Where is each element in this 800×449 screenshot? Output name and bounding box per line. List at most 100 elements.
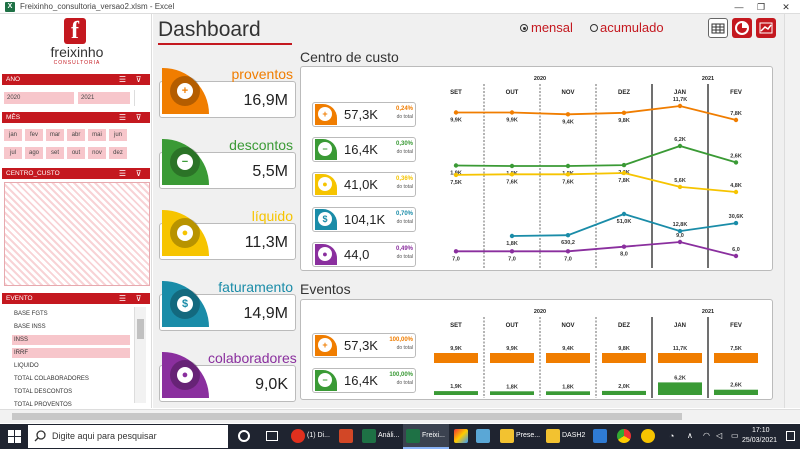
excel-icon[interactable] <box>406 429 420 443</box>
centro-custo-slicer-empty[interactable] <box>4 182 150 286</box>
slicer-item-evento[interactable]: LIQUIDO <box>14 363 39 369</box>
slicer-item-month[interactable]: dez <box>109 147 127 159</box>
multi-select-icon[interactable]: ☰ <box>118 294 127 303</box>
taskbar-app-label[interactable]: Freixi... <box>422 432 445 439</box>
slicer-item-month[interactable]: nov <box>88 147 106 159</box>
slicer-item-month[interactable]: ago <box>25 147 43 159</box>
paint-icon[interactable] <box>454 429 468 443</box>
data-label: 630,2 <box>561 240 575 246</box>
windows-start-icon[interactable] <box>8 430 21 443</box>
table-view-button[interactable] <box>708 18 728 38</box>
slicer-item-month[interactable]: abr <box>67 129 85 141</box>
data-label: 9,0 <box>676 233 684 239</box>
pie-view-button[interactable] <box>732 18 752 38</box>
app-icon[interactable] <box>593 429 607 443</box>
excel-icon[interactable] <box>362 429 376 443</box>
taskbar-app-label[interactable]: Prese... <box>516 432 541 439</box>
data-label: 6,2K <box>674 375 686 381</box>
summary-percent: 0,70% <box>395 211 413 217</box>
radio-mensal[interactable] <box>520 24 528 32</box>
volume-icon[interactable]: ◁ <box>716 431 723 440</box>
slicer-item-evento[interactable]: INSS <box>12 335 130 345</box>
minimize-button[interactable]: — <box>734 2 744 12</box>
radio-mensal-label[interactable]: mensal <box>531 20 573 35</box>
slicer-item-evento[interactable]: TOTAL COLABORADORES <box>14 376 89 382</box>
kpi-value: 14,9M <box>243 305 288 322</box>
clear-filter-icon[interactable]: ⊽ <box>135 294 142 303</box>
multi-select-icon[interactable]: ☰ <box>118 75 127 84</box>
restore-button[interactable]: ❐ <box>756 2 766 12</box>
notifications-icon[interactable] <box>786 431 795 441</box>
data-label: 51,0K <box>617 219 632 225</box>
scroll-thumb[interactable] <box>12 413 682 420</box>
clear-filter-icon[interactable]: ⊽ <box>135 75 142 84</box>
slicer-item-evento[interactable]: BASE FGTS <box>14 311 48 317</box>
slicer-item-evento[interactable]: TOTAL DESCONTOS <box>14 389 73 395</box>
data-label: 7,0 <box>564 256 572 262</box>
slicer-item-2021[interactable]: 2021 <box>78 92 130 104</box>
bar <box>490 391 534 395</box>
line-view-button[interactable] <box>756 18 776 38</box>
clear-filter-icon[interactable]: ⊽ <box>135 169 142 178</box>
slicer-item-month[interactable]: jul <box>4 147 22 159</box>
slicer-item-month[interactable]: mar <box>46 129 64 141</box>
slicer-item-month[interactable]: mai <box>88 129 106 141</box>
bar <box>490 353 534 363</box>
tray-chevron-icon[interactable]: ∧ <box>687 431 693 440</box>
powerpoint-icon[interactable] <box>339 429 353 443</box>
data-label: 9,4K <box>562 346 574 352</box>
slicer-item-month[interactable]: fev <box>25 129 43 141</box>
network-icon[interactable]: ◔ <box>669 431 675 441</box>
month-label: FEV <box>730 90 742 96</box>
taskbar: Digite aqui para pesquisar (1) Di... Aná… <box>0 424 800 449</box>
bar <box>602 353 646 363</box>
clear-filter-icon[interactable]: ⊽ <box>135 113 142 122</box>
title-bar: X Freixinho_consultoria_versao2.xlsm - E… <box>0 0 800 14</box>
close-button[interactable]: ✕ <box>782 2 790 12</box>
slicer-item-evento[interactable]: IRRF <box>12 348 130 358</box>
radio-acumulado-label[interactable]: acumulado <box>600 20 664 35</box>
horizontal-scrollbar[interactable] <box>0 409 800 423</box>
chrome-icon[interactable] <box>617 429 631 443</box>
kpi-value: 16,9M <box>243 92 288 109</box>
task-view-icon[interactable] <box>266 431 278 441</box>
taskbar-app-label[interactable]: (1) Di... <box>307 432 330 439</box>
radio-acumulado[interactable] <box>590 24 598 32</box>
clock-time[interactable]: 17:10 <box>752 427 770 434</box>
app-icon[interactable] <box>476 429 490 443</box>
cortana-icon[interactable] <box>238 430 250 442</box>
scroll-thumb[interactable] <box>137 319 144 339</box>
wifi-icon[interactable]: ◠ <box>703 431 710 440</box>
summary-value: 16,4K <box>344 142 378 157</box>
taskbar-app-label[interactable]: Análi... <box>378 432 400 439</box>
bar-chart: 2020 2021 SET OUT NOV DEZ JAN FEV 9,9K 9,9K 9,4K 9,… <box>434 309 758 398</box>
slicer-item-month[interactable]: out <box>67 147 85 159</box>
event-scrollbar[interactable] <box>134 307 146 403</box>
slicer-item-evento[interactable]: TOTAL PROVENTOS <box>14 402 72 408</box>
taskbar-search[interactable]: Digite aqui para pesquisar <box>28 425 228 448</box>
line-series <box>455 145 737 167</box>
month-label: OUT <box>506 90 519 96</box>
summary-value: 41,0K <box>344 177 378 192</box>
folder-icon[interactable] <box>546 429 560 443</box>
person-icon: ● <box>177 367 193 383</box>
scrollbar[interactable] <box>134 90 148 106</box>
folder-icon[interactable] <box>500 429 514 443</box>
slicer-item-month[interactable]: jun <box>109 129 127 141</box>
slicer-item-evento[interactable]: BASE INSS <box>14 324 46 330</box>
bar <box>434 391 478 395</box>
keyboard-icon[interactable]: ▭ <box>731 431 739 440</box>
slicer-item-month[interactable]: set <box>46 147 64 159</box>
bar <box>602 390 646 395</box>
opera-icon[interactable] <box>291 429 305 443</box>
taskbar-app-label[interactable]: DASH2 <box>562 432 586 439</box>
vertical-scrollbar[interactable] <box>784 14 800 408</box>
slicer-item-month[interactable]: jan <box>4 129 22 141</box>
multi-select-icon[interactable]: ☰ <box>118 169 127 178</box>
app-icon[interactable] <box>641 429 655 443</box>
slicer-item-2020[interactable]: 2020 <box>4 92 74 104</box>
data-label: 1,8K <box>506 384 518 390</box>
data-label: 6,2K <box>674 137 686 143</box>
clock-date[interactable]: 25/03/2021 <box>742 437 778 444</box>
multi-select-icon[interactable]: ☰ <box>118 113 127 122</box>
